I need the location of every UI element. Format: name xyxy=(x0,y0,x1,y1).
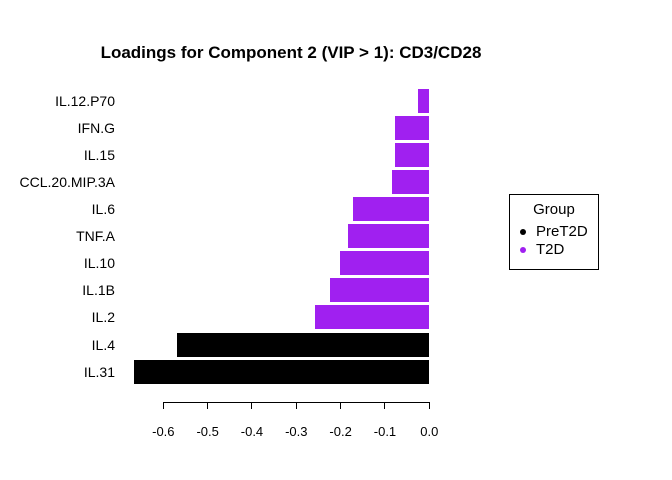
bar-IL.4 xyxy=(176,332,430,357)
bar-IL.31 xyxy=(133,359,430,384)
bar-CCL.20.MIP.3A xyxy=(392,170,430,195)
bar-IL.10 xyxy=(339,251,430,276)
pret2d-dot-icon xyxy=(520,229,526,235)
legend: Group PreT2D T2D xyxy=(509,194,599,270)
x-axis-tick xyxy=(162,402,164,409)
y-axis-label: IL.4 xyxy=(91,336,115,353)
x-axis-tick xyxy=(295,402,297,409)
x-axis-tick xyxy=(428,402,430,409)
legend-title: Group xyxy=(533,201,575,218)
y-axis-label: IL.2 xyxy=(91,309,115,326)
bar-IL.2 xyxy=(314,305,430,330)
y-axis-label: CCL.20.MIP.3A xyxy=(19,174,115,191)
legend-item-label: PreT2D xyxy=(536,223,588,240)
x-axis-tick xyxy=(340,402,342,409)
x-axis-tick xyxy=(384,402,386,409)
legend-items: PreT2D T2D xyxy=(510,223,598,259)
y-axis-label: IL.6 xyxy=(91,201,115,218)
legend-item-label: T2D xyxy=(536,241,565,258)
y-axis-label: IL.15 xyxy=(83,147,115,164)
x-axis-tick-label: -0.3 xyxy=(285,424,308,439)
bar-IL.6 xyxy=(353,197,430,222)
x-axis-tick-label: -0.5 xyxy=(196,424,219,439)
legend-item-t2d: T2D xyxy=(510,241,598,259)
y-axis-label: IL.12.P70 xyxy=(55,93,115,109)
legend-item-pret2d: PreT2D xyxy=(510,223,598,241)
bar-TNF.A xyxy=(347,224,430,249)
y-axis-label: IFN.G xyxy=(77,120,115,137)
x-axis-tick-label: -0.4 xyxy=(240,424,264,439)
x-axis-tick-label: -0.1 xyxy=(373,424,397,439)
y-axis-label: IL.31 xyxy=(83,363,115,380)
x-axis-tick-label: -0.2 xyxy=(329,424,352,439)
x-axis-tick xyxy=(207,402,209,409)
y-axis-label: TNF.A xyxy=(76,228,115,245)
y-axis-label: IL.1B xyxy=(82,282,115,299)
x-axis-tick-label: -0.6 xyxy=(152,424,175,439)
x-axis-tick-label: 0.0 xyxy=(420,424,439,439)
bar-IL.1B xyxy=(330,278,430,303)
y-axis-label: IL.10 xyxy=(83,255,115,272)
bar-IFN.G xyxy=(395,116,430,141)
chart-title: Loadings for Component 2 (VIP > 1): CD3/… xyxy=(100,43,482,62)
bar-IL.12.P70 xyxy=(417,89,430,113)
x-axis-line xyxy=(163,402,431,403)
bar-IL.15 xyxy=(395,143,430,168)
x-axis-tick xyxy=(251,402,253,409)
t2d-dot-icon xyxy=(520,247,526,253)
